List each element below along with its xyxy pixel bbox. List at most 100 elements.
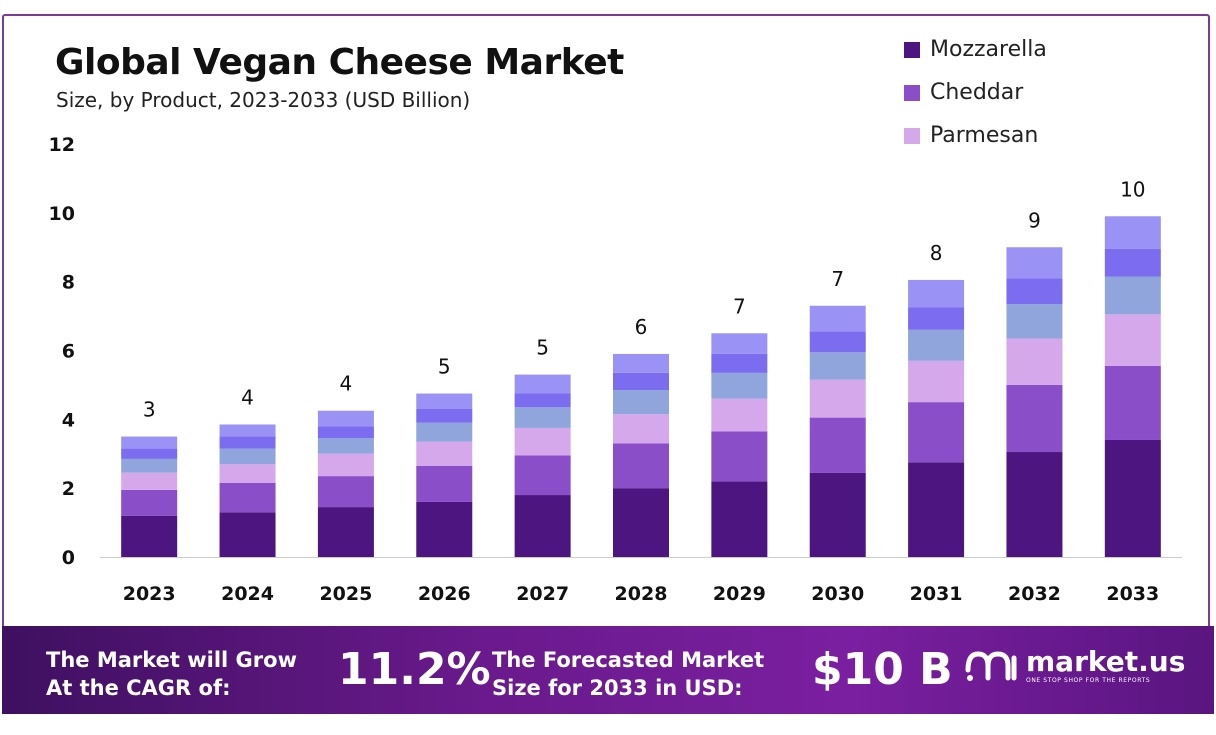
bar-total-label: 5 — [536, 336, 549, 360]
bar-segment — [809, 417, 866, 473]
x-tick-label: 2025 — [319, 583, 372, 605]
bar-segment — [1006, 338, 1063, 385]
bar-total-label: 4 — [340, 372, 353, 396]
bar-segment — [809, 352, 866, 380]
bar-segment — [1104, 276, 1161, 315]
bar-segment — [711, 431, 768, 482]
bar-total-label: 7 — [733, 294, 746, 318]
bar-segment — [416, 422, 473, 442]
bar-segment — [514, 374, 571, 394]
legend-item-cheddar: Cheddar — [904, 71, 1047, 114]
legend-swatch-cheddar — [904, 84, 920, 101]
bar-segment — [908, 402, 965, 463]
bar-segment — [219, 464, 276, 484]
bar-segment — [514, 495, 571, 557]
forecast-value: $10 B — [812, 644, 953, 695]
bar-segment — [809, 379, 866, 418]
bar-total-label: 8 — [930, 241, 943, 265]
forecast-label: The Forecasted Market Size for 2033 in U… — [492, 648, 765, 700]
bar-segment — [613, 414, 669, 444]
bar-segment — [121, 458, 178, 473]
bar-segment — [514, 407, 571, 428]
y-tick-label: 12 — [49, 134, 75, 156]
legend-swatch-parmesan — [904, 127, 920, 144]
bar-segment — [1104, 365, 1161, 440]
bar-segment — [514, 427, 571, 456]
brand-name: market.us — [1026, 645, 1186, 678]
brand-logo: market.us ONE STOP SHOP FOR THE REPORTS — [964, 646, 1185, 686]
y-tick-label: 4 — [62, 409, 75, 431]
footer-banner: The Market will Grow At the CAGR of: 11.… — [2, 626, 1214, 714]
bar-segment — [809, 472, 866, 557]
bar-segment — [121, 448, 178, 459]
bar-segment — [908, 279, 965, 308]
x-tick-label: 2033 — [1106, 583, 1159, 605]
bar-segment — [514, 455, 571, 496]
bar-segment — [416, 393, 473, 410]
x-tick-label: 2026 — [418, 583, 471, 605]
bar-segment — [514, 393, 571, 408]
x-tick-label: 2031 — [910, 583, 963, 605]
bar-segment — [908, 462, 965, 557]
bar-segment — [613, 443, 669, 489]
x-tick-label: 2030 — [811, 583, 864, 605]
bar-segment — [416, 441, 473, 466]
bar-segment — [1104, 314, 1161, 366]
y-tick-label: 8 — [62, 272, 75, 294]
x-tick-label: 2023 — [123, 583, 176, 605]
bar-segment — [1006, 278, 1063, 305]
legend-swatch-mozzarella — [904, 41, 920, 58]
stacked-bar-chart: 0 2 4 6 8 10 12 3 2023 4 2024 4 2025 5 2026 5 2027 6 2028 7… — [49, 134, 1182, 605]
bar-segment — [1104, 216, 1161, 249]
bar-total-label: 6 — [635, 315, 648, 339]
bar-total-label: 9 — [1028, 208, 1041, 232]
bar-segment — [317, 453, 374, 477]
market-us-logo-icon — [965, 651, 1017, 681]
x-tick-label: 2027 — [516, 583, 569, 605]
bar-segment — [908, 360, 965, 403]
legend: Mozzarella Cheddar Parmesan — [904, 28, 1047, 157]
bar-segment — [1104, 248, 1161, 277]
bar-segment — [711, 398, 768, 432]
bar-segment — [121, 472, 178, 490]
y-tick-label: 10 — [49, 203, 75, 225]
y-tick-label: 6 — [62, 341, 75, 363]
legend-label-mozzarella: Mozzarella — [930, 37, 1047, 62]
legend-item-parmesan: Parmesan — [904, 114, 1047, 157]
bar-segment — [317, 410, 374, 427]
legend-label-cheddar: Cheddar — [930, 80, 1024, 105]
bar-segment — [416, 465, 473, 502]
bar-segment — [613, 372, 669, 391]
legend-label-parmesan: Parmesan — [930, 123, 1039, 148]
brand-tagline: ONE STOP SHOP FOR THE REPORTS — [1026, 677, 1151, 684]
bar-segment — [1006, 247, 1063, 279]
bar-segment — [809, 331, 866, 353]
bar-segment — [219, 483, 276, 513]
bar-total-label: 10 — [1120, 177, 1145, 201]
bar-segment — [908, 307, 965, 330]
bar-segment — [219, 436, 276, 449]
bar-segment — [219, 424, 276, 437]
bar-segment — [121, 436, 178, 449]
bar-total-label: 3 — [143, 398, 156, 422]
bar-total-label: 4 — [241, 385, 254, 409]
bar-segment — [1104, 439, 1161, 557]
x-tick-label: 2028 — [615, 583, 668, 605]
bar-segment — [317, 438, 374, 454]
bar-total-label: 7 — [831, 267, 844, 291]
bar-segment — [613, 488, 669, 557]
bar-segment — [416, 409, 473, 423]
chart-subtitle: Size, by Product, 2023-2033 (USD Billion… — [56, 88, 471, 112]
bar-segment — [711, 333, 768, 354]
x-tick-label: 2032 — [1008, 583, 1061, 605]
bar-segment — [416, 501, 473, 557]
bar-segment — [121, 489, 178, 516]
bar-total-label: 5 — [438, 355, 451, 379]
bar-segment — [317, 507, 374, 557]
x-tick-label: 2024 — [221, 583, 274, 605]
cagr-label: The Market will Grow At the CAGR of: — [46, 648, 297, 700]
bar-segment — [809, 305, 866, 332]
bar-segment — [317, 476, 374, 508]
bar-segment — [908, 329, 965, 361]
legend-item-mozzarella: Mozzarella — [904, 28, 1047, 71]
